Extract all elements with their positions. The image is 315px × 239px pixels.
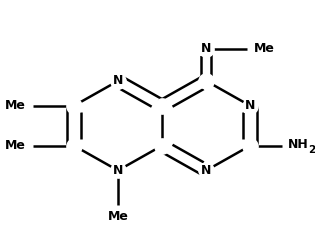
Text: Me: Me [107,210,129,223]
Text: N: N [113,75,123,87]
Text: NH: NH [288,138,309,151]
Text: N: N [201,164,211,177]
Text: N: N [245,99,255,112]
Text: N: N [113,164,123,177]
Text: N: N [201,42,211,55]
Text: Me: Me [254,42,275,55]
Text: Me: Me [5,139,26,152]
Text: 2: 2 [308,145,315,155]
Text: Me: Me [5,99,26,112]
